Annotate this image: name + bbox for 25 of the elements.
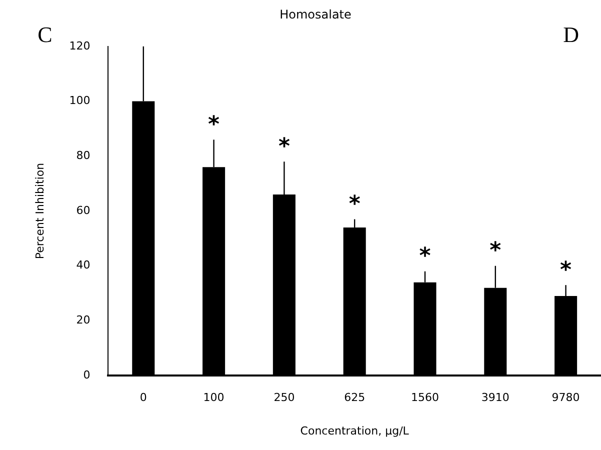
x-tick-label: 625 [344, 391, 366, 404]
x-tick-label: 0 [140, 391, 147, 404]
y-axis-title: Percent Inhibition [33, 162, 46, 260]
y-tick-label: 60 [76, 204, 90, 217]
annotation: * [490, 238, 502, 264]
x-tick-label: 9780 [552, 391, 580, 404]
chart-title: Homosalate [280, 7, 352, 22]
x-tick-label: 1560 [411, 391, 439, 404]
y-tick-label: 120 [69, 39, 90, 52]
annotation: * [208, 112, 220, 138]
x-tick-label: 100 [203, 391, 224, 404]
annotation: * [278, 134, 290, 160]
x-axis-title: Concentration, µg/L [300, 424, 410, 438]
y-tick-label: 0 [83, 368, 90, 382]
y-tick-label: 20 [76, 314, 90, 327]
text: C [38, 22, 52, 47]
y-tick-label: 40 [76, 258, 90, 272]
y-tick-label: 100 [69, 94, 90, 108]
annotation: D [563, 22, 579, 47]
x-tick-label: 250 [274, 391, 295, 404]
x-tick-label: 3910 [481, 391, 510, 404]
y-tick-label: 80 [76, 148, 90, 162]
annotation: * [348, 192, 361, 217]
annotation: * [560, 258, 572, 283]
annotation: * [419, 244, 432, 270]
